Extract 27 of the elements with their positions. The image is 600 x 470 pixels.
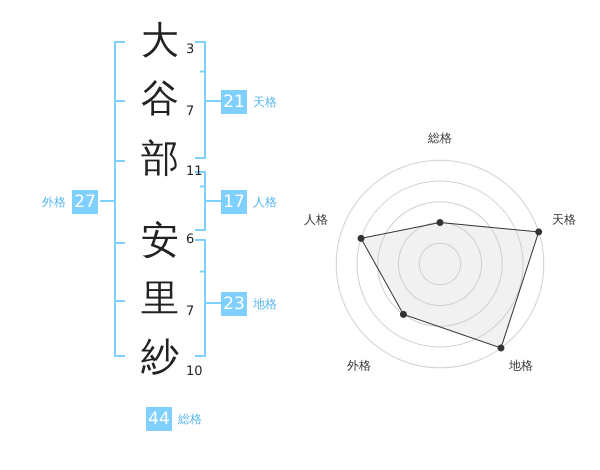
text: 総格 [178,412,202,426]
category-label: 部 [140,135,180,182]
category-label: 紗 [140,333,180,380]
data-label: 10 [186,364,203,380]
spoke-label: 人格 [304,212,328,227]
spoke-label: 地格 [508,358,534,373]
text: 人格 [253,195,277,209]
data-label: 11 [186,164,203,180]
data-label: 7 [186,104,194,120]
data-label: 3 [186,42,194,58]
spoke-label: 天格 [552,212,576,227]
text: 27 [72,190,98,214]
spoke-label: 総格 [427,131,452,146]
text: 外格 [42,195,66,209]
category-label: 安 [140,217,180,264]
text: 21 [221,90,247,114]
text: 23 [221,292,247,316]
spoke-label: 外格 [346,358,371,373]
category-label: 大 [140,17,180,64]
category-label: 里 [140,275,180,322]
category-label: 谷 [140,75,180,122]
data-label: 6 [186,232,194,248]
text: 地格 [253,297,277,311]
data-label: 7 [186,304,194,320]
text: 17 [221,190,247,214]
text: 44 [146,407,172,431]
text: 天格 [253,95,277,109]
